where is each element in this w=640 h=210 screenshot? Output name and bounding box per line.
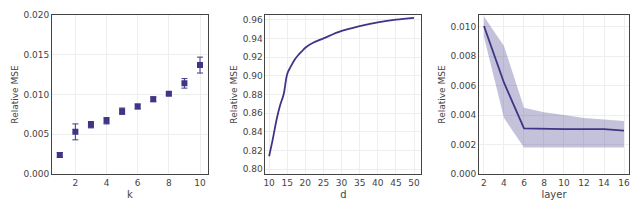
svg-text:10: 10 [558,178,570,188]
svg-text:0.82: 0.82 [243,146,263,156]
svg-text:k: k [127,189,133,200]
svg-text:layer: layer [541,189,567,200]
svg-text:6: 6 [521,178,527,188]
svg-text:0.020: 0.020 [23,10,49,20]
svg-text:0.90: 0.90 [243,71,263,81]
svg-text:0.002: 0.002 [450,140,476,150]
svg-text:35: 35 [354,178,365,188]
svg-text:0.010: 0.010 [450,22,476,32]
svg-text:0.005: 0.005 [23,129,49,139]
svg-text:0.000: 0.000 [450,169,476,179]
svg-text:14: 14 [598,178,610,188]
svg-text:2: 2 [73,178,79,188]
svg-text:d: d [340,189,346,200]
svg-text:8: 8 [166,178,172,188]
svg-text:20: 20 [300,178,312,188]
svg-text:25: 25 [318,178,329,188]
svg-text:0.006: 0.006 [450,81,476,91]
svg-text:15: 15 [282,178,293,188]
svg-text:10: 10 [194,178,206,188]
svg-text:8: 8 [541,178,547,188]
svg-text:30: 30 [336,178,348,188]
svg-text:6: 6 [135,178,141,188]
svg-text:2: 2 [481,178,487,188]
svg-text:0.84: 0.84 [243,127,263,137]
svg-text:50: 50 [408,178,420,188]
svg-text:40: 40 [372,178,384,188]
svg-text:0.004: 0.004 [450,110,476,120]
svg-text:12: 12 [578,178,589,188]
svg-text:0.86: 0.86 [243,108,263,118]
svg-text:10: 10 [263,178,275,188]
svg-text:0.008: 0.008 [450,51,476,61]
svg-text:Relative MSE: Relative MSE [229,65,239,124]
svg-text:0.92: 0.92 [243,52,263,62]
svg-text:Relative MSE: Relative MSE [437,65,447,124]
svg-text:0.96: 0.96 [243,15,263,25]
svg-text:0.88: 0.88 [243,90,263,100]
svg-text:4: 4 [104,178,110,188]
svg-text:45: 45 [390,178,401,188]
svg-text:4: 4 [501,178,507,188]
svg-text:0.94: 0.94 [243,34,263,44]
svg-text:Relative MSE: Relative MSE [10,65,20,124]
svg-text:0.010: 0.010 [23,90,49,100]
svg-text:0.000: 0.000 [23,169,49,179]
svg-text:0.015: 0.015 [23,50,49,60]
svg-text:16: 16 [618,178,630,188]
svg-text:0.80: 0.80 [243,164,263,174]
